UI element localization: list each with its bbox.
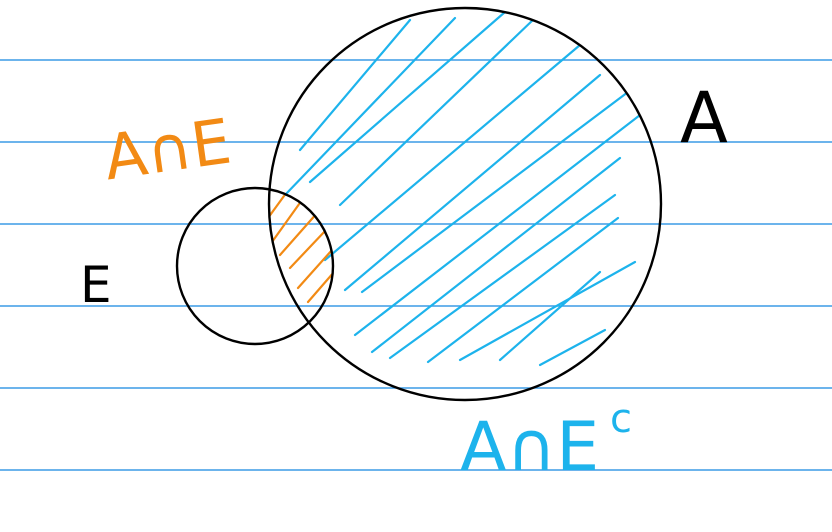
label-set-a: A	[680, 77, 728, 159]
hatch-a-and-e	[269, 194, 333, 304]
label-complement-superscript: c	[610, 396, 632, 442]
label-set-e: E	[80, 256, 112, 314]
hatch-a-not-e	[283, 10, 642, 367]
set-e-circle	[175, 186, 335, 346]
label-a-intersect-e-complement: A∩E	[460, 408, 599, 487]
rule-lines	[0, 59, 832, 471]
set-a-circle	[267, 6, 663, 402]
label-a-intersect-e: A∩E	[100, 104, 236, 194]
